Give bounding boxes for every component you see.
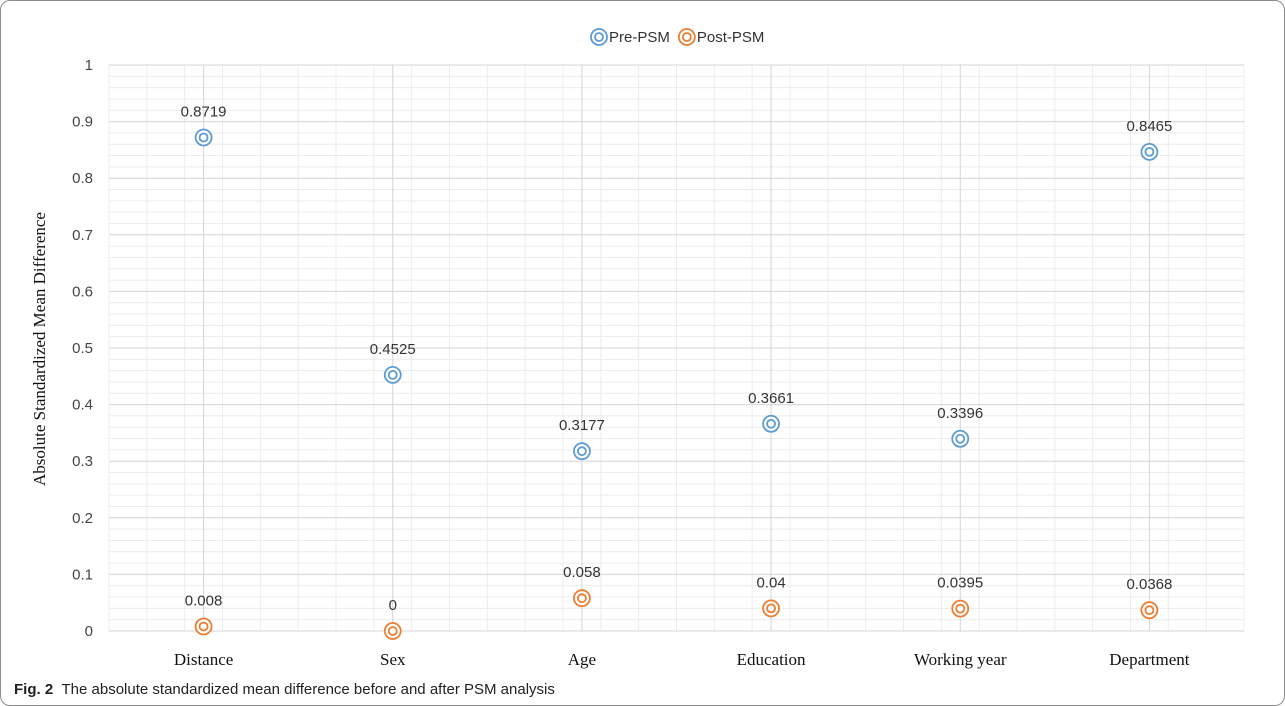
y-tick-label: 0 (85, 623, 93, 640)
x-category-label: Working year (914, 650, 1007, 669)
data-point (573, 589, 591, 608)
legend-item: Pre-PSM (590, 28, 670, 46)
y-tick-label: 0.5 (72, 340, 93, 357)
data-label: 0.8719 (181, 104, 227, 121)
y-tick-label: 0.7 (72, 227, 93, 244)
figure-caption: Fig. 2 The absolute standardized mean di… (14, 681, 555, 698)
y-tick-label: 0.3 (72, 453, 93, 470)
x-category-label: Sex (380, 650, 406, 669)
x-axis-categories: Distance Sex Age Education Working year Depar… (174, 650, 1190, 669)
data-point (762, 414, 780, 433)
legend-item: Post-PSM (677, 28, 765, 46)
data-label: 0.4525 (370, 341, 416, 358)
data-point (383, 622, 402, 640)
data-points: 0.8719 0.4525 0.3177 0.3661 0.3396 0.8465 0.00… (181, 104, 1172, 640)
y-tick-label: 0.9 (72, 114, 93, 131)
y-tick-label: 1 (85, 57, 93, 74)
data-point (762, 599, 780, 618)
data-point (194, 617, 213, 636)
data-label: 0.8465 (1126, 118, 1172, 135)
data-point (573, 442, 591, 461)
y-axis-ticks: 0 0.1 0.2 0.3 0.4 0.5 0.6 0.7 0.8 0.9 1 (72, 57, 93, 640)
y-tick-label: 0.6 (72, 283, 93, 300)
data-label: 0.008 (185, 592, 223, 609)
data-label: 0.0395 (937, 575, 983, 592)
major-gridlines (109, 64, 1244, 632)
data-label: 0.3177 (559, 417, 605, 434)
y-tick-label: 0.2 (72, 510, 93, 527)
data-label: 0.3396 (937, 405, 983, 422)
data-point (383, 365, 402, 384)
y-tick-label: 0.4 (72, 397, 93, 414)
x-category-label: Education (737, 650, 806, 669)
data-label: 0.0368 (1126, 576, 1172, 593)
data-label: 0 (389, 597, 397, 614)
caption-text: The absolute standardized mean differenc… (61, 681, 555, 698)
legend-label: Pre-PSM (609, 29, 670, 46)
legend: Pre-PSM Post-PSM (590, 28, 765, 46)
data-point (1140, 601, 1159, 620)
scatter-chart: 0 0.1 0.2 0.3 0.4 0.5 0.6 0.7 0.8 0.9 1 Distance Se… (30, 28, 1245, 669)
data-label: 0.3661 (748, 390, 794, 407)
data-point (951, 429, 970, 448)
y-tick-label: 0.1 (72, 566, 93, 583)
data-point (1140, 142, 1159, 161)
data-point (194, 128, 213, 147)
legend-marker-icon (590, 28, 608, 46)
caption-label: Fig. 2 (14, 681, 54, 698)
data-point (951, 599, 970, 618)
legend-label: Post-PSM (697, 29, 765, 46)
x-category-label: Department (1109, 650, 1190, 669)
y-axis-title: Absolute Standardized Mean Difference (30, 212, 49, 486)
x-category-label: Age (568, 650, 596, 669)
data-label: 0.04 (756, 574, 785, 591)
data-label: 0.058 (563, 564, 601, 581)
y-tick-label: 0.8 (72, 170, 93, 187)
x-category-label: Distance (174, 650, 233, 669)
minor-gridlines (108, 65, 1245, 631)
legend-marker-icon (677, 28, 696, 46)
